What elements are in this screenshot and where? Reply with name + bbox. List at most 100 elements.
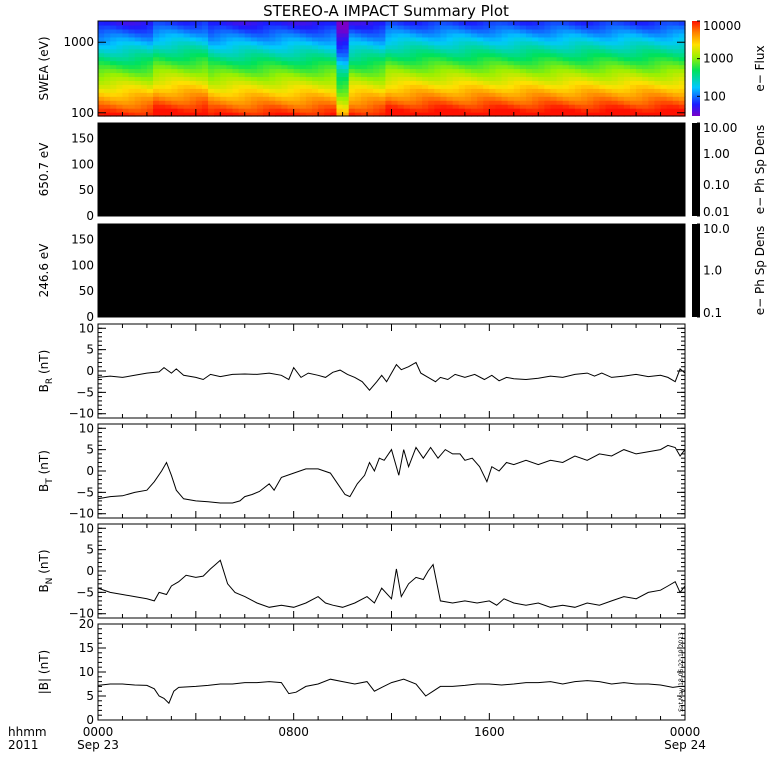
spectrogram-cell: [458, 100, 466, 105]
spectrogram-cell: [171, 100, 179, 105]
spectrogram-cell: [483, 32, 490, 38]
spectrogram-cell: [397, 68, 405, 74]
spectrogram-cell: [470, 48, 478, 54]
spectrogram-cell: [678, 88, 686, 93]
spectrogram-cell: [544, 76, 552, 81]
spectrogram-cell: [507, 48, 515, 54]
spectrogram-cell: [477, 84, 484, 89]
spectrogram-cell: [165, 44, 172, 50]
spectrogram-cell: [275, 40, 283, 46]
spectrogram-cell: [348, 92, 356, 97]
spectrogram-cell: [483, 80, 490, 85]
spectrogram-cell: [189, 32, 197, 38]
spectrogram-cell: [238, 96, 246, 101]
spectrogram-cell: [611, 60, 619, 66]
spectrogram-cell: [642, 40, 649, 46]
spectrogram-cell: [360, 40, 368, 46]
spectrogram-cell: [183, 56, 191, 62]
spectrogram-cell: [360, 96, 368, 101]
spectrogram-cell: [629, 52, 637, 58]
spectrogram-cell: [256, 76, 264, 81]
spectrogram-cell: [189, 21, 197, 26]
spectrogram-cell: [415, 72, 423, 78]
spectrogram-cell: [98, 112, 105, 117]
spectrogram-cell: [605, 112, 613, 117]
spectrogram-cell: [244, 28, 252, 34]
spectrogram-cell: [507, 88, 515, 93]
spectrogram-cell: [477, 100, 484, 105]
spectrogram-cell: [415, 64, 423, 70]
spectrogram-cell: [165, 88, 172, 93]
spectrogram-cell: [446, 96, 454, 101]
spectrogram-cell: [483, 92, 490, 97]
spectrogram-cell: [324, 104, 331, 109]
spectrogram-cell: [373, 40, 380, 46]
spectrogram-cell: [354, 92, 362, 97]
spectrogram-cell: [587, 112, 594, 117]
spectrogram-cell: [544, 88, 552, 93]
spectrogram-cell: [385, 40, 393, 46]
spectrogram-cell: [318, 68, 325, 74]
spectrogram-cell: [477, 52, 484, 58]
spectrogram-cell: [623, 112, 631, 117]
spectrogram-cell: [678, 56, 686, 62]
spectrogram-cell: [409, 36, 417, 42]
spectrogram-cell: [250, 28, 258, 34]
spectrogram-cell: [134, 52, 142, 58]
spectrogram-cell: [642, 36, 649, 42]
spectrogram-cell: [550, 96, 558, 101]
spectrogram-cell: [226, 80, 234, 85]
spectrogram-cell: [293, 112, 301, 117]
spectrogram-cell: [403, 68, 411, 74]
spectrogram-cell: [312, 60, 319, 66]
spectrogram-cell: [128, 104, 136, 109]
spectrogram-cell: [177, 48, 185, 54]
spectrogram-cell: [581, 44, 588, 50]
spectrogram-cell: [177, 108, 185, 113]
spectrogram-cell: [342, 44, 350, 50]
spectrogram-cell: [660, 60, 668, 66]
spectrogram-cell: [238, 76, 246, 81]
spectrogram-cell: [165, 32, 172, 38]
spectrogram-cell: [116, 60, 124, 66]
spectrogram-cell: [440, 68, 448, 74]
spectrogram-cell: [275, 88, 283, 93]
spectrogram-cell: [562, 36, 570, 42]
spectrogram-cell: [477, 68, 484, 74]
spectrogram-cell: [189, 56, 197, 62]
spectrogram-cell: [470, 60, 478, 66]
spectrogram-cell: [336, 28, 344, 34]
spectrogram-cell: [208, 52, 215, 58]
spectrogram-cell: [477, 28, 484, 34]
spectrogram-cell: [153, 40, 160, 46]
spectrogram-cell: [660, 24, 668, 30]
spectrogram-cell: [464, 21, 472, 26]
spectrogram-cell: [146, 40, 154, 46]
spectrogram-cell: [250, 68, 258, 74]
spectrogram-cell: [605, 36, 613, 42]
spectrogram-cell: [269, 88, 276, 93]
spectrogram-cell: [336, 48, 344, 54]
spectrogram-cell: [672, 52, 680, 58]
spectrogram-cell: [562, 68, 570, 74]
spectrogram-cell: [587, 36, 594, 42]
spectrogram-cell: [348, 96, 356, 101]
spectrogram-cell: [324, 88, 331, 93]
spectrogram-cell: [599, 76, 607, 81]
spectrogram-cell: [342, 40, 350, 46]
spectrogram-cell: [458, 64, 466, 70]
spectrogram-cell: [214, 60, 221, 66]
spectrogram-cell: [452, 36, 460, 42]
spectrogram-cell: [660, 104, 668, 109]
spectrogram-cell: [275, 48, 283, 54]
spectrogram-cell: [642, 88, 649, 93]
spectrogram-cell: [250, 36, 258, 42]
spectrogram-cell: [195, 112, 203, 117]
spectrogram-cell: [220, 44, 228, 50]
spectrogram-cell: [391, 60, 399, 66]
spectrogram-cell: [220, 104, 228, 109]
spectrogram-cell: [354, 28, 362, 34]
y-tick-label-bn: 5: [86, 543, 94, 557]
spectrogram-cell: [629, 36, 637, 42]
spectrogram-cell: [348, 72, 356, 78]
